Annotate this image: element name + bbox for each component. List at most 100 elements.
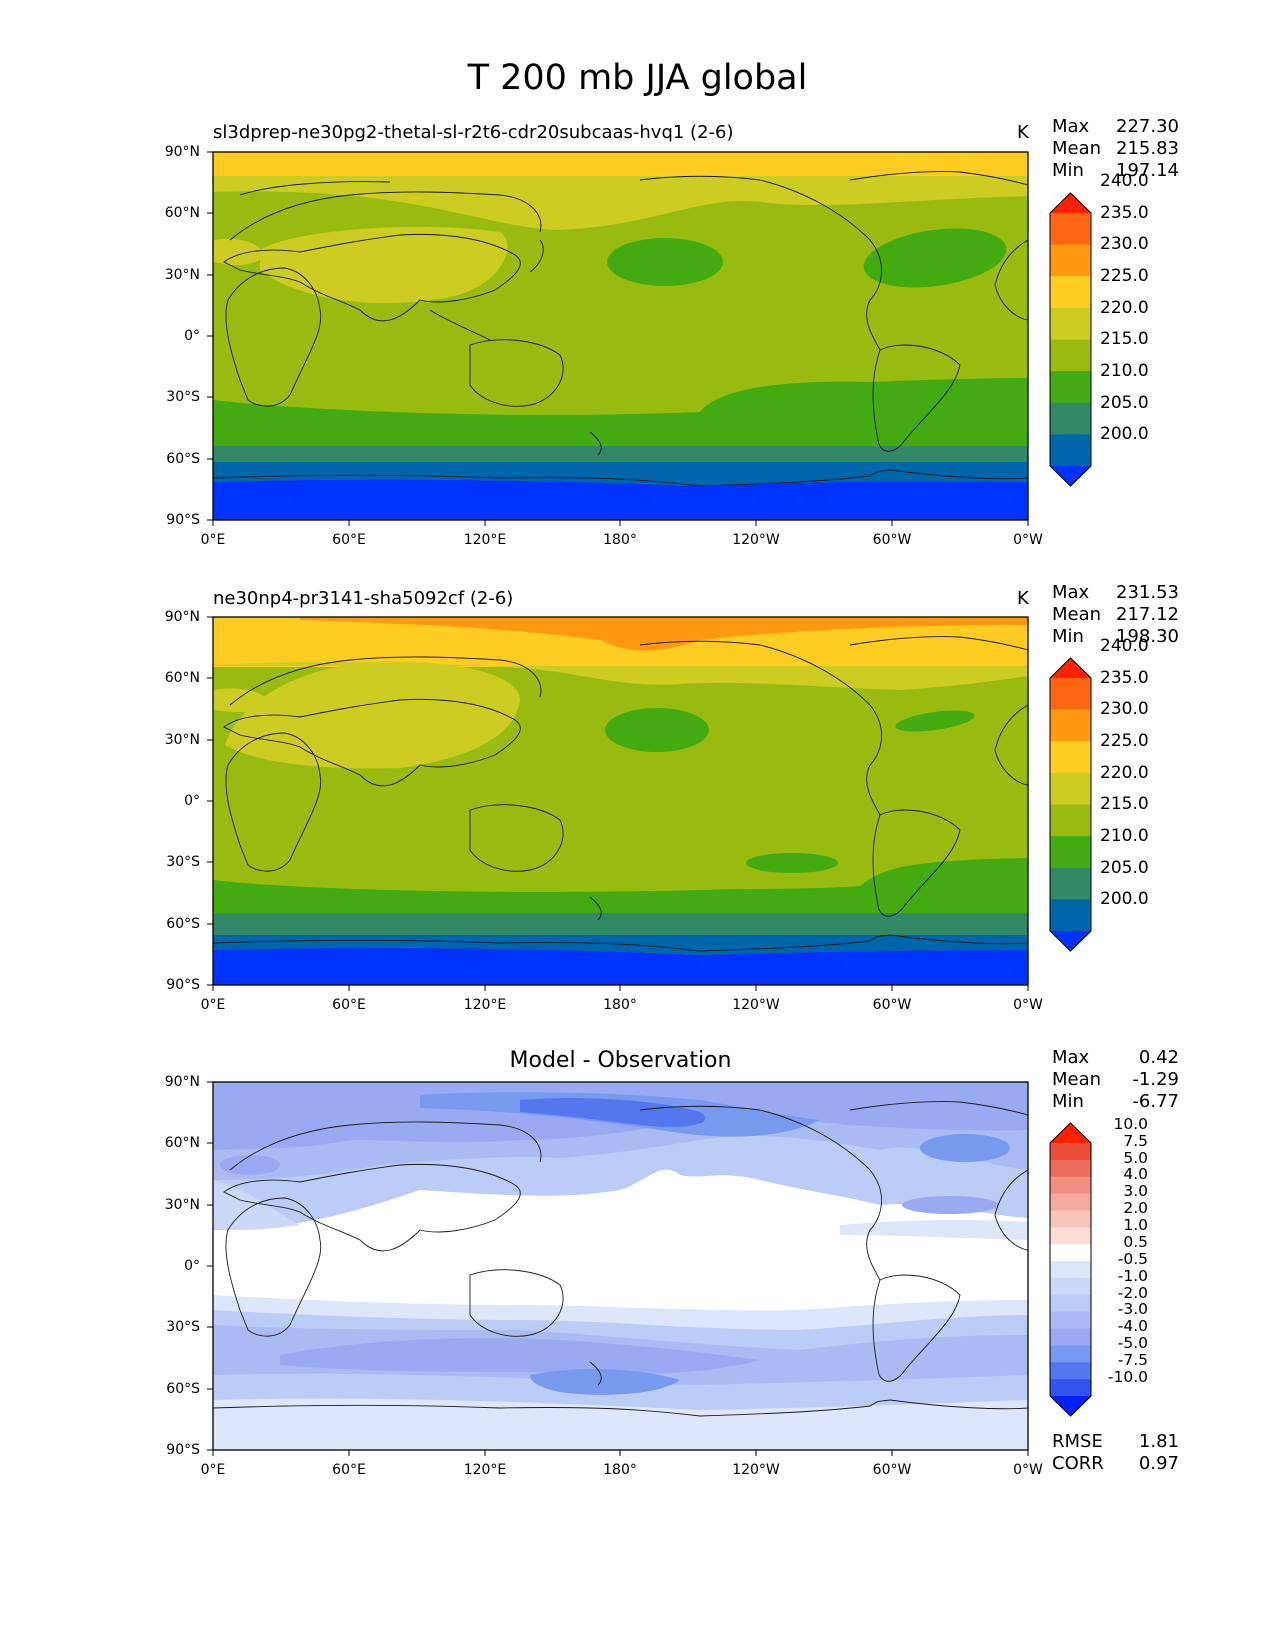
colorbar-segment — [1050, 804, 1091, 837]
panel2-lat-tick-90n: 90°N — [164, 609, 200, 625]
panel3-mean-value: -1.29 — [1132, 1069, 1179, 1090]
panel2-lon-tick-120w: 120°W — [732, 997, 780, 1013]
panel1-lon-tick-120e: 120°E — [463, 532, 507, 548]
panel1-lon-tick-120w: 120°W — [732, 532, 780, 548]
corr-value: 0.97 — [1138, 1453, 1179, 1474]
figure-title: T 200 mb JJA global — [467, 58, 808, 98]
colorbar-tick-label: 200.0 — [1100, 889, 1149, 910]
panel2-lon-tick-120e: 120°E — [463, 997, 507, 1013]
panel3-min-label: Min — [1052, 1091, 1084, 1112]
colorbar-segment — [1050, 741, 1091, 774]
panel3-min-value: -6.77 — [1132, 1091, 1179, 1112]
colorbar-segment — [1050, 678, 1091, 711]
colorbar-segment — [1050, 1227, 1091, 1245]
colorbar-tick-label: 220.0 — [1100, 762, 1149, 783]
colorbar-outline — [1049, 1122, 1092, 1417]
colorbar-segment — [1050, 1294, 1091, 1313]
panel1-max-value: 227.30 — [1116, 116, 1179, 137]
colorbar-tick-label: 230.0 — [1100, 234, 1149, 255]
colorbar-tick-label: -2.0 — [1117, 1283, 1148, 1302]
colorbar-segment — [1050, 1193, 1091, 1211]
colorbar-segment — [1050, 709, 1091, 742]
panel2-max-label: Max — [1052, 582, 1090, 603]
colorbar-tick-label: -0.5 — [1117, 1249, 1148, 1268]
panel2-lon-tick-0w: 0°W — [1013, 997, 1043, 1013]
corr-label: CORR — [1052, 1453, 1104, 1474]
colorbar-segment — [1050, 339, 1091, 372]
panel3-stats: Max 0.42 Mean -1.29 Min -6.77 — [1052, 1047, 1179, 1113]
panel1-lon-tick-60e: 60°E — [332, 532, 366, 548]
colorbar-segment — [1050, 1311, 1091, 1330]
panel1-lat-tick-90n: 90°N — [164, 144, 200, 160]
colorbar-segment — [1050, 1244, 1091, 1262]
colorbar-segment — [1050, 899, 1091, 932]
colorbar-segment — [1050, 244, 1091, 277]
panel3-lat-tick-90s: 90°S — [166, 1442, 200, 1458]
colorbar-tick-label: -7.5 — [1117, 1350, 1148, 1369]
panel3-lat-tick-60n: 60°N — [164, 1135, 200, 1151]
colorbar-outline — [1049, 192, 1092, 487]
panel1-stats: Max 227.30 Mean 215.83 Min 197.14 — [1052, 116, 1179, 182]
colorbar-tick-label: -1.0 — [1117, 1266, 1148, 1285]
colorbar-extend-max — [1050, 193, 1091, 213]
colorbar-tick-label: 215.0 — [1100, 794, 1149, 815]
panel2-units: K — [1017, 588, 1029, 609]
panel1-min-label: Min — [1052, 160, 1084, 181]
colorbar-tick-label: 230.0 — [1100, 699, 1149, 720]
panel1-min-value: 197.14 — [1116, 160, 1179, 181]
colorbar-segment — [1050, 402, 1091, 435]
panel2-min-label: Min — [1052, 626, 1084, 647]
panel3-lat-tick-0: 0° — [184, 1258, 200, 1274]
panel3-max-value: 0.42 — [1138, 1047, 1179, 1068]
colorbar-tick-label: 4.0 — [1123, 1165, 1148, 1184]
panel2-lon-tick-60w: 60°W — [872, 997, 912, 1013]
colorbar-tick-label: 210.0 — [1100, 825, 1149, 846]
colorbar-extend-min — [1050, 1396, 1091, 1416]
panel2-lat-tick-60n: 60°N — [164, 670, 200, 686]
colorbar-tick-label: 205.0 — [1100, 392, 1149, 413]
panel3-lon-tick-120e: 120°E — [463, 1462, 507, 1478]
colorbar-segment — [1050, 1345, 1091, 1363]
panel1-lat-tick-0: 0° — [184, 328, 200, 344]
colorbar-tick-label: 205.0 — [1100, 857, 1149, 878]
panel1-lat-tick-60n: 60°N — [164, 205, 200, 221]
panel1-lon-tick-0e: 0°E — [200, 532, 226, 548]
colorbar-tick-label: 10.0 — [1113, 1114, 1148, 1133]
colorbar-segment — [1050, 1362, 1091, 1380]
panel1-units: K — [1017, 122, 1029, 143]
colorbar-segment — [1050, 307, 1091, 340]
colorbar-segment — [1050, 1277, 1091, 1296]
rmse-label: RMSE — [1052, 1431, 1103, 1452]
colorbar-tick-label: 235.0 — [1100, 202, 1149, 223]
panel3-lon-tick-0w: 0°W — [1013, 1462, 1043, 1478]
colorbar-segment — [1050, 434, 1091, 467]
panel2-lon-tick-0e: 0°E — [200, 997, 226, 1013]
panel1-lat-tick-30n: 30°N — [164, 267, 200, 283]
panel2-lat-tick-30s: 30°S — [166, 854, 200, 870]
panel3-lat-tick-30s: 30°S — [166, 1319, 200, 1335]
colorbar-tick-label: 5.0 — [1123, 1148, 1148, 1167]
panel2-mean-label: Mean — [1052, 604, 1102, 625]
panel1-title: sl3dprep-ne30pg2-thetal-sl-r2t6-cdr20sub… — [213, 122, 734, 143]
colorbar-tick-label: -10.0 — [1107, 1367, 1148, 1386]
panel2-lat-tick-30n: 30°N — [164, 732, 200, 748]
panel3-lon-tick-60w: 60°W — [872, 1462, 912, 1478]
panel1-lon-tick-0w: 0°W — [1013, 532, 1043, 548]
colorbar-segment — [1050, 1176, 1091, 1195]
colorbar-segment — [1050, 867, 1091, 900]
colorbar-segment — [1050, 213, 1091, 246]
colorbar-extend-min — [1050, 931, 1091, 951]
colorbar-tick-label: 1.0 — [1123, 1216, 1148, 1235]
panel3-lat-tick-60s: 60°S — [166, 1381, 200, 1397]
colorbar-tick-label: 240.0 — [1100, 636, 1149, 657]
panel3-lon-tick-0e: 0°E — [200, 1462, 226, 1478]
colorbar-extend-max — [1050, 1123, 1091, 1143]
colorbar-segment — [1050, 1210, 1091, 1228]
colorbar-tick-label: -4.0 — [1117, 1317, 1148, 1336]
panel3-lon-tick-60e: 60°E — [332, 1462, 366, 1478]
colorbar-segment — [1050, 1159, 1091, 1178]
